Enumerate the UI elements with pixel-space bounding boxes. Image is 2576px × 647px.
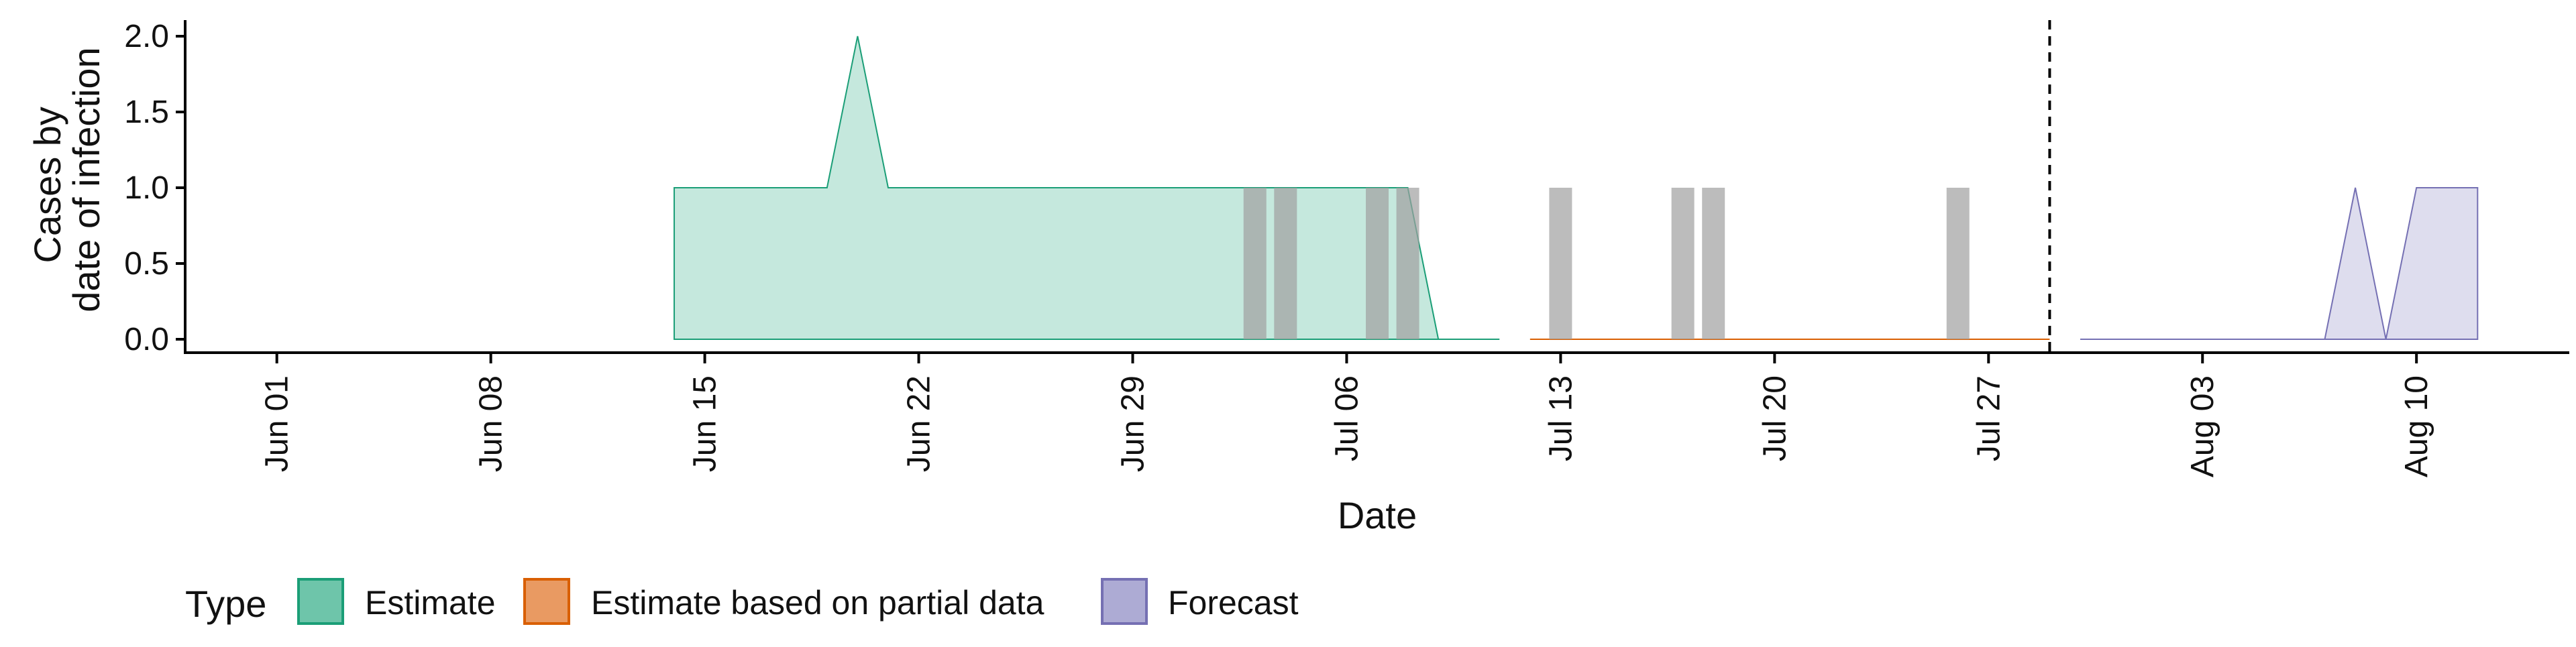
legend-label-forecast: Forecast — [1168, 584, 1299, 622]
reported-case-bar — [1396, 188, 1419, 339]
reported-case-bar — [1702, 188, 1725, 339]
y-axis-label-line-2: date of infection — [65, 47, 107, 312]
x-tick-label: Jun 08 — [474, 375, 509, 472]
reported-case-bar — [1549, 188, 1572, 339]
y-ticks-layer: 0.0 0.5 1.0 1.5 2.0 — [124, 19, 185, 357]
legend-swatch-estimate-based-on-partial-data — [523, 578, 570, 625]
reported-case-bar — [1671, 188, 1695, 339]
x-tick-label: Jul 27 — [1971, 375, 2006, 461]
legend-swatch-estimate — [297, 578, 344, 625]
x-axis-label: Date — [1338, 494, 1417, 536]
y-tick-label: 0.5 — [124, 246, 169, 282]
x-tick-label: Jul 20 — [1757, 375, 1792, 461]
x-tick-label: Jun 01 — [260, 375, 295, 472]
axis-labels-layer: Date Cases by date of infection — [26, 47, 1417, 536]
x-tick-label: Jul 13 — [1543, 375, 1578, 461]
x-tick-label: Aug 03 — [2185, 375, 2220, 477]
reported-case-bar — [1366, 188, 1389, 339]
reported-case-bars-layer — [1243, 188, 1970, 339]
legend: Type Estimate Estimate based on partial d… — [185, 578, 1299, 625]
legend-label-estimate-based-on-partial-data: Estimate based on partial data — [591, 584, 1044, 622]
estimate-bands-layer — [674, 36, 2479, 340]
legend-label-estimate: Estimate — [365, 584, 496, 622]
reported-case-bar — [1243, 188, 1267, 339]
x-tick-label: Jun 29 — [1115, 375, 1150, 472]
x-tick-label: Aug 10 — [2399, 375, 2434, 477]
reported-case-bar — [1946, 188, 1970, 339]
y-tick-label: 1.5 — [124, 95, 169, 130]
legend-swatch-forecast — [1101, 578, 1148, 625]
y-tick-label: 2.0 — [124, 19, 169, 54]
x-tick-label: Jul 06 — [1329, 375, 1364, 461]
x-tick-label: Jun 22 — [902, 375, 937, 472]
reported-case-bar — [1274, 188, 1297, 339]
x-ticks-layer: Jun 01 Jun 08 Jun 15 Jun 22 Jun 29 Jul 06 Jul … — [260, 353, 2434, 477]
x-tick-label: Jun 15 — [688, 375, 723, 472]
legend-title: Type — [185, 583, 266, 625]
y-axis-label: Cases by date of infection — [26, 47, 107, 312]
forecast-band — [2080, 187, 2479, 340]
y-tick-label: 0.0 — [124, 322, 169, 357]
y-axis-label-line-1: Cases by — [26, 107, 68, 263]
y-tick-label: 1.0 — [124, 170, 169, 206]
